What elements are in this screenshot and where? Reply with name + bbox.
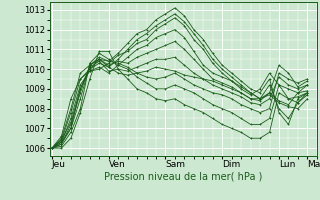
X-axis label: Pression niveau de la mer( hPa ): Pression niveau de la mer( hPa ): [104, 172, 262, 182]
